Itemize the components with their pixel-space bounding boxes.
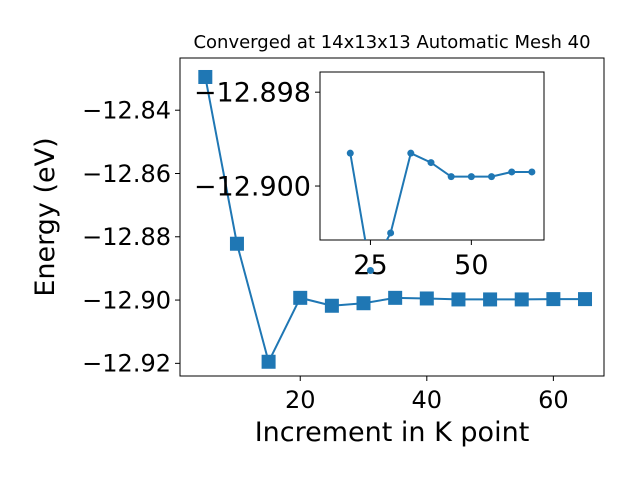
inset-data-point	[467, 173, 475, 181]
main-y-tick-label: −12.88	[82, 223, 171, 251]
inset-data-point	[488, 173, 496, 181]
main-x-tick-label: 20	[285, 386, 316, 414]
main-data-point	[451, 292, 466, 307]
inset-data-point	[447, 173, 455, 181]
inset-x-tick-label: 25	[353, 250, 387, 281]
main-data-point	[483, 292, 498, 307]
main-x-axis-label: Increment in K point	[255, 417, 530, 448]
main-y-tick-label: −12.90	[82, 286, 171, 314]
inset-series	[346, 149, 536, 275]
inset-plot-frame	[319, 71, 545, 241]
main-series	[198, 69, 593, 369]
main-data-point	[261, 354, 276, 369]
inset-x-tick-label: 50	[454, 250, 488, 281]
main-data-point	[514, 292, 529, 307]
inset-data-point	[346, 149, 354, 157]
main-data-point	[578, 292, 593, 307]
inset-y-ticks: −12.900 −12.898	[194, 78, 320, 202]
main-data-point	[324, 298, 339, 313]
main-data-point	[419, 291, 434, 306]
main-y-tick-label: −12.92	[82, 350, 171, 378]
main-y-ticks: −12.84 −12.86 −12.88 −12.90 −12.92	[82, 97, 180, 378]
main-data-point	[356, 296, 371, 311]
inset-x-ticks: 25 50	[353, 240, 489, 281]
main-data-point	[198, 69, 213, 84]
main-x-ticks: 20 40 60	[285, 376, 569, 414]
main-y-tick-label: −12.86	[82, 160, 171, 188]
main-title: Converged at 14x13x13 Automatic Mesh 40	[193, 32, 590, 53]
inset-data-point	[427, 159, 435, 167]
inset-data-point	[528, 168, 536, 176]
inset-y-tick-label: −12.898	[194, 78, 311, 109]
main-data-point	[388, 290, 403, 305]
inset-plot: 25 50 −12.900 −12.898	[194, 71, 545, 281]
main-data-point	[546, 292, 561, 307]
main-data-point	[293, 290, 308, 305]
main-x-tick-label: 60	[538, 386, 569, 414]
inset-data-point	[366, 267, 374, 275]
inset-data-point	[508, 168, 516, 176]
main-y-tick-label: −12.84	[82, 97, 171, 125]
main-data-point	[229, 236, 244, 251]
inset-series-line	[349, 151, 532, 240]
main-x-tick-label: 40	[412, 386, 443, 414]
inset-data-point	[387, 229, 395, 237]
inset-data-point	[407, 149, 415, 157]
main-y-axis-label: Energy (eV)	[30, 137, 61, 296]
inset-y-tick-label: −12.900	[194, 171, 311, 202]
